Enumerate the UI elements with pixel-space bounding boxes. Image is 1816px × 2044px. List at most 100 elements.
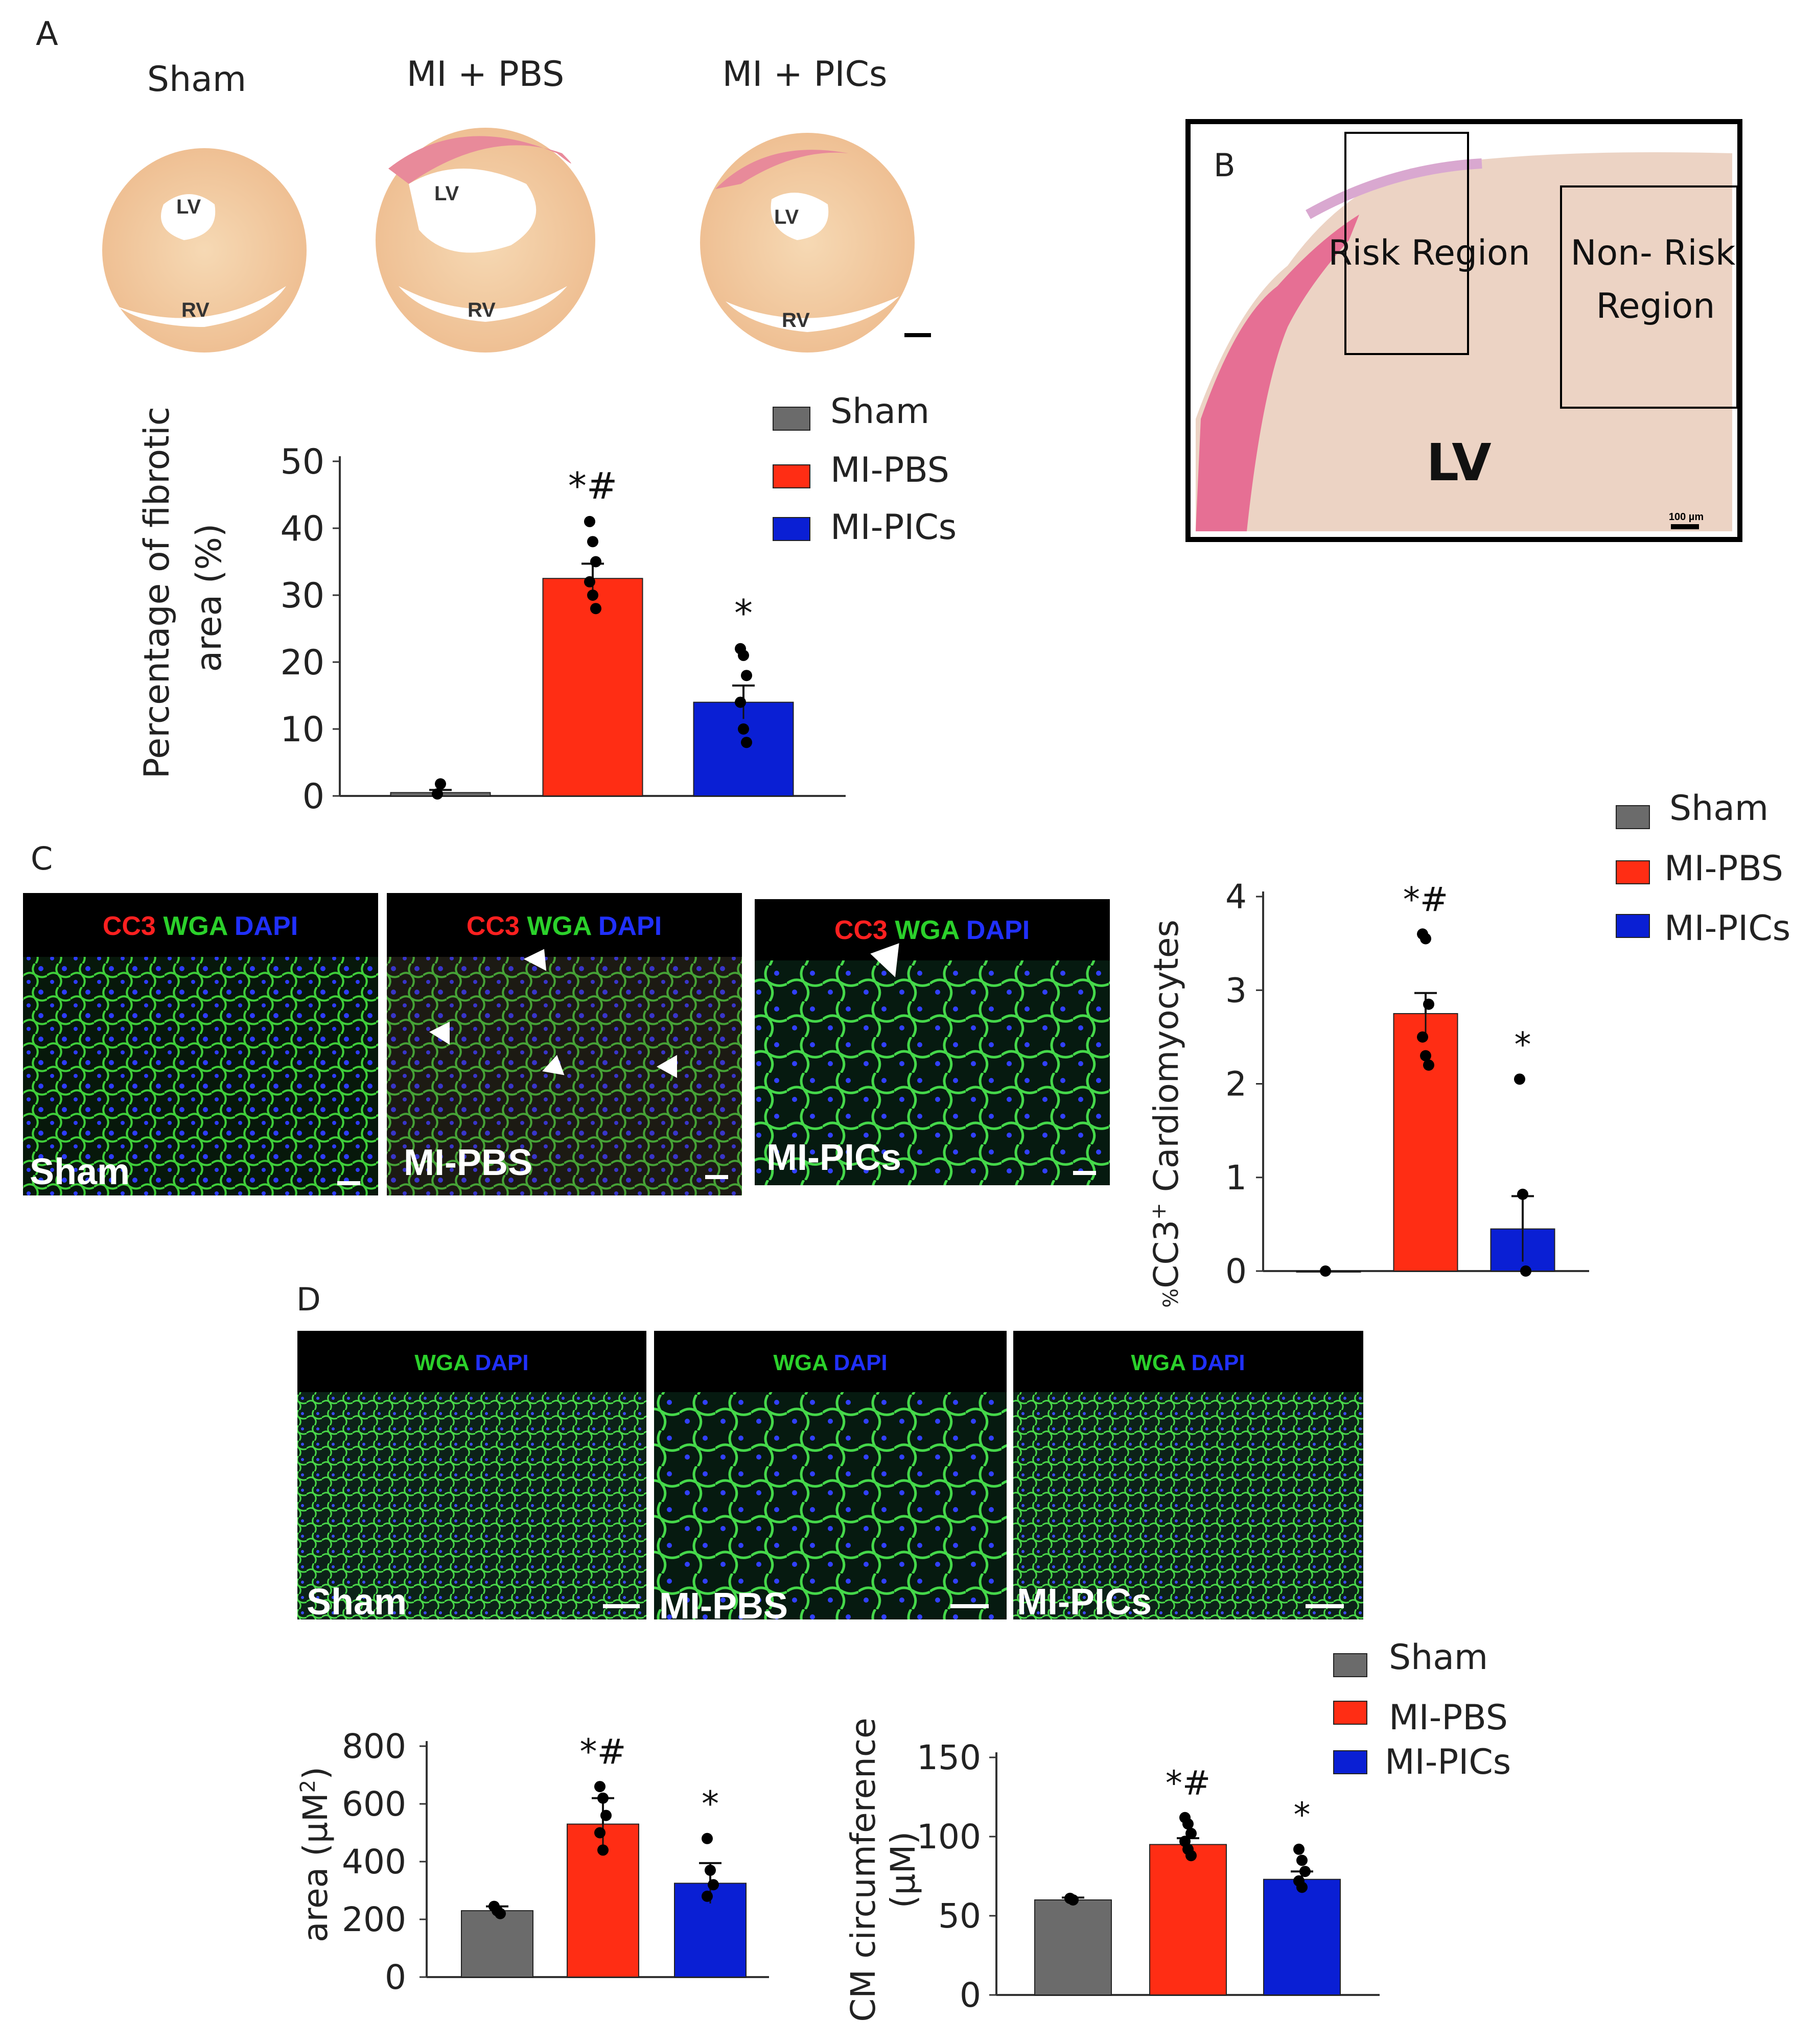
stain-legend: CC3 WGA DAPI	[834, 915, 1030, 945]
chart-cc3: 0 1 2 3 4 *# *	[1225, 877, 1589, 1291]
heart-section-mi-pics: MI + PICs LV RV	[700, 54, 915, 353]
data-point	[738, 723, 749, 735]
image-title: Sham	[147, 59, 246, 100]
data-point	[705, 1864, 716, 1876]
y-tick-label: 40	[280, 509, 324, 549]
rv-label: RV	[181, 299, 209, 321]
bar-sham	[1034, 1899, 1112, 1995]
data-point	[708, 1879, 719, 1891]
data-point	[597, 1792, 609, 1804]
micrograph-d-sham: WGA DAPI Sham	[297, 1331, 646, 1623]
axis-title-cm-circ: CM circumference (µM)	[844, 1718, 923, 2022]
lv-label: LV	[1426, 433, 1491, 492]
data-point	[1417, 1031, 1428, 1043]
y-tick-label: 150	[917, 1738, 981, 1777]
y-axis-title: %CC3+ Cardiomyocytes	[1147, 920, 1186, 1308]
heart-section-mi-pbs: MI + PBS LV RV	[376, 54, 595, 353]
non-risk-region-label-2: Region	[1596, 286, 1715, 326]
panel-label-d: D	[296, 1281, 321, 1318]
y-axis-title-2: area (%)	[189, 524, 229, 672]
arrowhead-icon	[429, 1022, 450, 1045]
heart-section-sham: Sham LV RV	[102, 59, 307, 353]
data-point	[597, 1844, 609, 1856]
data-point	[1296, 1882, 1308, 1893]
legend-swatch-mi-pics	[1616, 914, 1650, 938]
arrowhead-icon	[870, 943, 899, 977]
micrograph-d-mi-pics: WGA DAPI MI-PICs	[1013, 1331, 1363, 1623]
data-point	[1296, 1854, 1308, 1866]
data-point	[1182, 1818, 1194, 1830]
significance-label: *	[734, 592, 753, 635]
legend-label-mi-pbs: MI-PBS	[1389, 1698, 1508, 1738]
legend-label-mi-pics: MI-PICs	[830, 507, 957, 548]
data-point	[584, 515, 595, 527]
data-point	[584, 576, 595, 588]
y-tick-label: 4	[1225, 877, 1247, 917]
legend-swatch-sham	[773, 407, 810, 431]
image-label: MI-PBS	[404, 1142, 532, 1183]
legend-swatch-sham	[1616, 805, 1650, 829]
bar-sham	[461, 1910, 533, 1978]
scale-bar	[1306, 1604, 1344, 1608]
chart-cm-area: 0 200 400 600 800 *# *	[342, 1727, 769, 1997]
data-point	[741, 737, 752, 748]
y-tick-label: 20	[280, 643, 324, 683]
scale-bar	[337, 1181, 360, 1185]
legend-label-sham: Sham	[1389, 1637, 1488, 1678]
axis-title-cm-area: area (µM2)	[296, 1767, 335, 1942]
image-label: MI-PICs	[1017, 1582, 1152, 1623]
y-tick-label: 2	[1225, 1065, 1247, 1104]
y-tick-label: 1	[1225, 1158, 1247, 1197]
data-point	[1514, 1073, 1525, 1085]
data-point	[1517, 1188, 1528, 1200]
data-point	[594, 1827, 606, 1839]
lv-label: LV	[434, 182, 459, 205]
data-point	[702, 1832, 713, 1844]
data-point	[590, 603, 601, 615]
scale-bar	[705, 1175, 728, 1179]
y-axis-title-2: (µM)	[883, 1831, 923, 1908]
axis-title-fibrosis: Percentage of fibrotic area (%)	[137, 407, 229, 779]
non-risk-region-label: Non- Risk	[1571, 233, 1736, 273]
data-point	[1185, 1827, 1197, 1839]
panel-b-histology: B Risk Region Non- Risk Region LV 100 µm	[1185, 119, 1742, 542]
rv-label: RV	[468, 299, 496, 321]
micrograph-c-mi-pbs: CC3 WGA DAPI MI-PBS	[387, 893, 742, 1195]
data-point	[1520, 1265, 1531, 1277]
y-tick-label: 600	[342, 1784, 406, 1824]
data-point	[432, 788, 443, 800]
y-tick-label: 200	[342, 1900, 406, 1939]
arrowhead-icon	[523, 949, 547, 971]
data-point	[495, 1908, 506, 1919]
y-axis-title: area (µM2)	[296, 1767, 335, 1942]
arrowhead-icon	[542, 1055, 565, 1075]
legend-label-sham: Sham	[830, 391, 929, 432]
stain-legend: CC3 WGA DAPI	[467, 911, 662, 941]
data-point	[1185, 1850, 1197, 1862]
legend-swatch-mi-pbs	[773, 464, 810, 488]
y-tick-label: 50	[938, 1896, 981, 1936]
y-tick-label: 800	[342, 1727, 406, 1766]
data-point	[702, 1890, 713, 1902]
legend-label-sham: Sham	[1669, 788, 1768, 829]
legend-a: Sham MI-PBS MI-PICs	[773, 391, 957, 548]
y-tick-label: 0	[960, 1976, 981, 2015]
scale-bar	[603, 1604, 640, 1608]
bar-mi-pics	[1263, 1878, 1341, 1995]
data-point	[1423, 998, 1434, 1010]
data-point	[1420, 1050, 1431, 1062]
panel-label-b: B	[1214, 147, 1236, 184]
data-point	[1420, 933, 1431, 945]
data-point	[594, 1781, 606, 1793]
y-tick-label: 0	[385, 1958, 406, 1997]
scale-bar	[950, 1604, 989, 1608]
lv-label: LV	[774, 206, 799, 228]
y-tick-label: 30	[280, 576, 324, 616]
significance-label: *#	[1403, 880, 1448, 919]
data-point	[735, 696, 746, 708]
data-point	[738, 649, 749, 661]
significance-label: *#	[1166, 1764, 1210, 1803]
axis-title-cc3: %CC3+ Cardiomyocytes	[1147, 920, 1186, 1308]
data-point	[600, 1810, 612, 1821]
data-point	[435, 778, 446, 790]
